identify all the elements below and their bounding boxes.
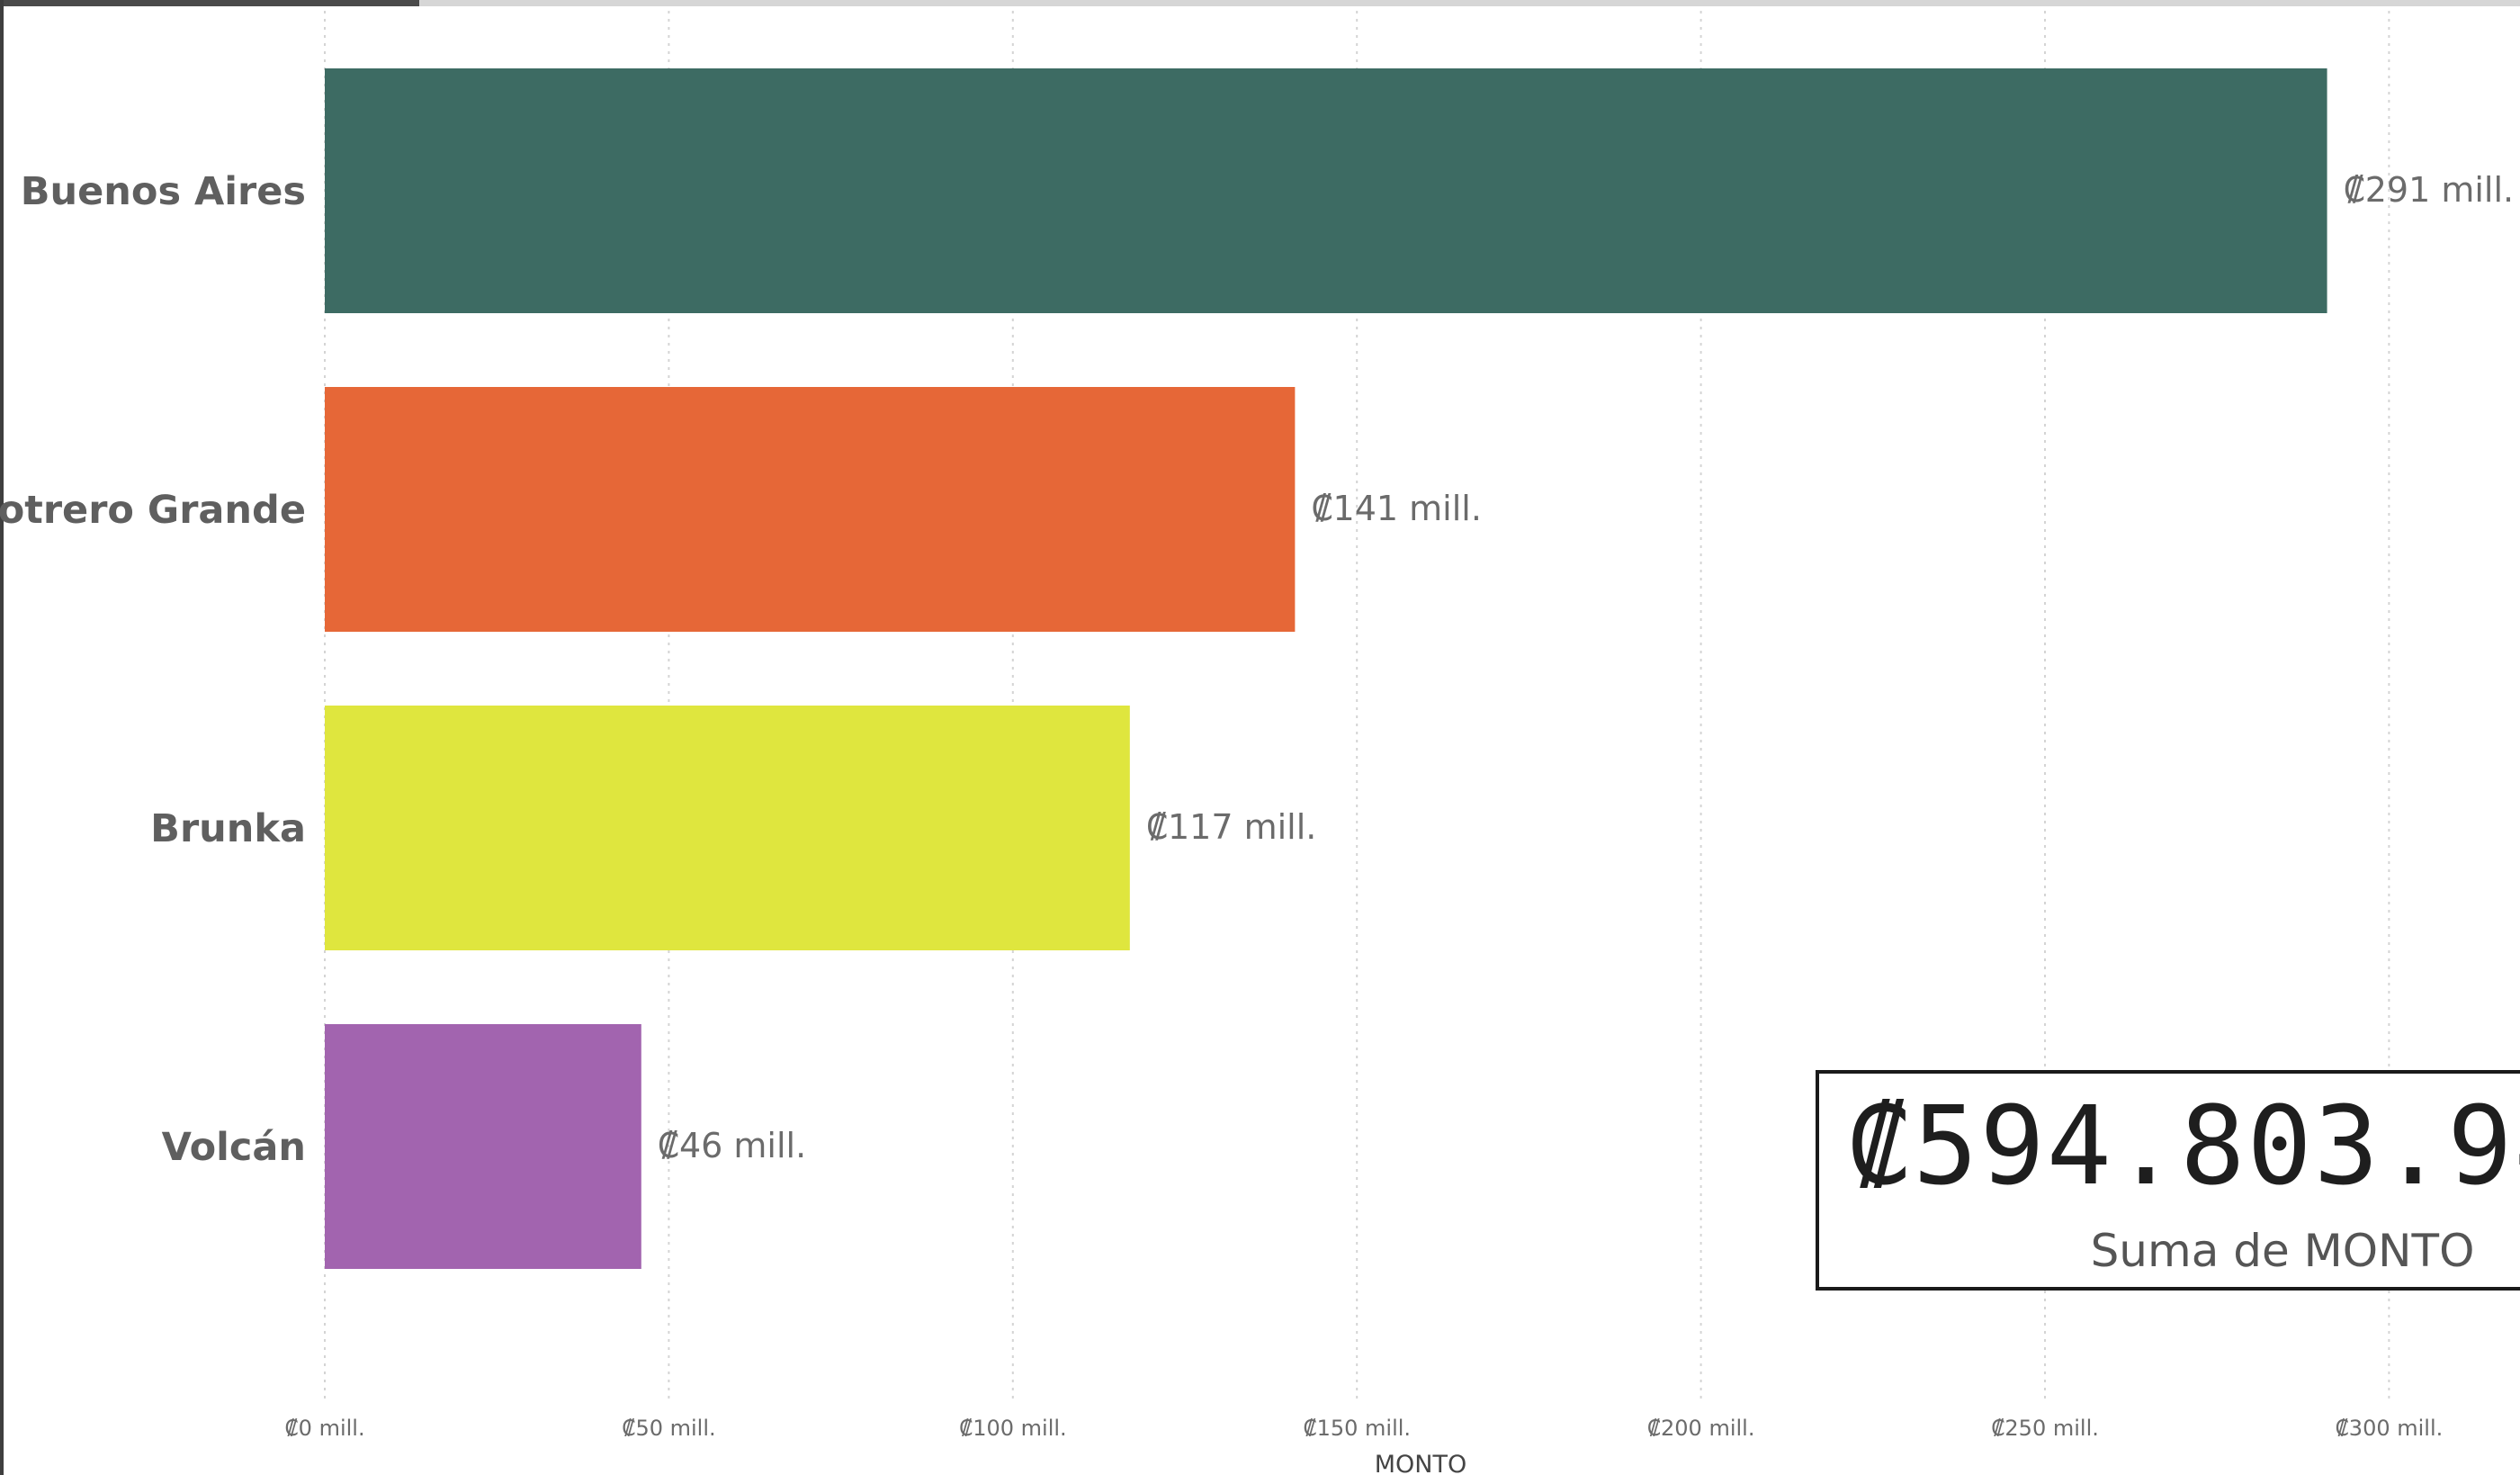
data-label: ₡117 mill. [1146,807,1317,847]
bars [325,68,2327,1269]
top-strip-light [419,0,2520,6]
data-label: ₡46 mill. [658,1126,806,1165]
data-label: ₡291 mill. [2344,170,2515,210]
x-tick-label: ₡300 mill. [2336,1416,2444,1441]
data-label: ₡141 mill. [1311,489,1482,528]
category-label: Volcán [162,1125,306,1170]
category-label: Brunka [150,806,306,851]
bar [325,68,2327,313]
top-strip-dark [0,0,419,6]
labels: ₡0 mill. ₡50 mill. ₡100 mill. ₡150 mill. ₡20… [0,169,2514,1441]
bar [325,706,1130,950]
kpi-value: ₡594.803.943, [1846,1084,2520,1210]
category-label: Potrero Grande [0,488,306,533]
x-tick-label: ₡0 mill. [284,1416,364,1441]
kpi-card[interactable]: ₡594.803.943, Suma de MONTO [1816,1070,2520,1291]
x-axis-title: MONTO [1375,1451,1467,1475]
bar [325,387,1296,632]
bar [325,1024,641,1269]
x-tick-label: ₡250 mill. [1991,1416,2099,1441]
x-tick-label: ₡200 mill. [1647,1416,1755,1441]
x-tick-label: ₡100 mill. [959,1416,1067,1441]
x-tick-label: ₡50 mill. [622,1416,715,1441]
left-border [0,0,4,1475]
category-label: Buenos Aires [21,169,306,214]
kpi-label: Suma de MONTO [2090,1225,2475,1277]
x-tick-label: ₡150 mill. [1303,1416,1411,1441]
